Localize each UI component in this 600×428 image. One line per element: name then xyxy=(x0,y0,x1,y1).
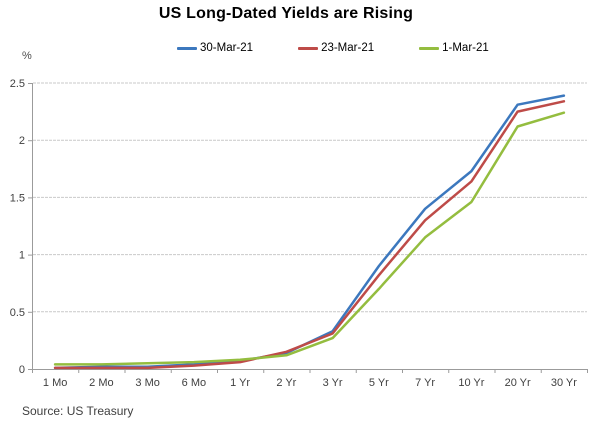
x-tick-label: 2 Mo xyxy=(89,377,113,389)
x-tick-label: 3 Yr xyxy=(323,377,343,389)
source-note: Source: US Treasury xyxy=(22,404,134,418)
y-tick-label: 0 xyxy=(19,364,25,376)
y-tick-label: 1 xyxy=(19,250,25,262)
x-tick-label: 30 Yr xyxy=(551,377,577,389)
x-tick-label: 7 Yr xyxy=(415,377,435,389)
legend-line-swatch xyxy=(177,46,197,50)
legend-item: 1-Mar-21 xyxy=(419,42,489,54)
x-tick-label: 3 Mo xyxy=(135,377,159,389)
x-tick-label: 20 Yr xyxy=(505,377,531,389)
series-line-30-Mar-21 xyxy=(53,94,566,370)
chart-title: US Long-Dated Yields are Rising xyxy=(158,5,414,22)
series-line-23-Mar-21 xyxy=(53,100,566,370)
x-tick-label: 6 Mo xyxy=(182,377,206,389)
legend-label: 23-Mar-21 xyxy=(321,42,375,54)
y-tick-label: 2.5 xyxy=(10,78,25,90)
legend-line-swatch xyxy=(419,46,440,50)
legend-item: 23-Mar-21 xyxy=(298,42,374,54)
legend: 30-Mar-21 23-Mar-21 1-Mar-21 xyxy=(177,42,489,54)
x-tick-label: 5 Yr xyxy=(369,377,389,389)
legend-line-swatch xyxy=(298,46,319,50)
x-tick-label: 1 Mo xyxy=(43,377,67,389)
y-tick-label: 0.5 xyxy=(10,307,25,319)
x-tick-label: 10 Yr xyxy=(458,377,484,389)
x-tick-label: 2 Yr xyxy=(276,377,296,389)
x-tick-label: 1 Yr xyxy=(230,377,250,389)
legend-label: 30-Mar-21 xyxy=(200,42,254,54)
series-line-1-Mar-21 xyxy=(53,111,566,366)
y-tick-label: 2 xyxy=(19,135,25,147)
legend-item: 30-Mar-21 xyxy=(177,42,253,54)
y-tick-label: 1.5 xyxy=(10,192,25,204)
legend-label: 1-Mar-21 xyxy=(442,42,489,54)
y-axis-unit-label: % xyxy=(22,50,32,62)
